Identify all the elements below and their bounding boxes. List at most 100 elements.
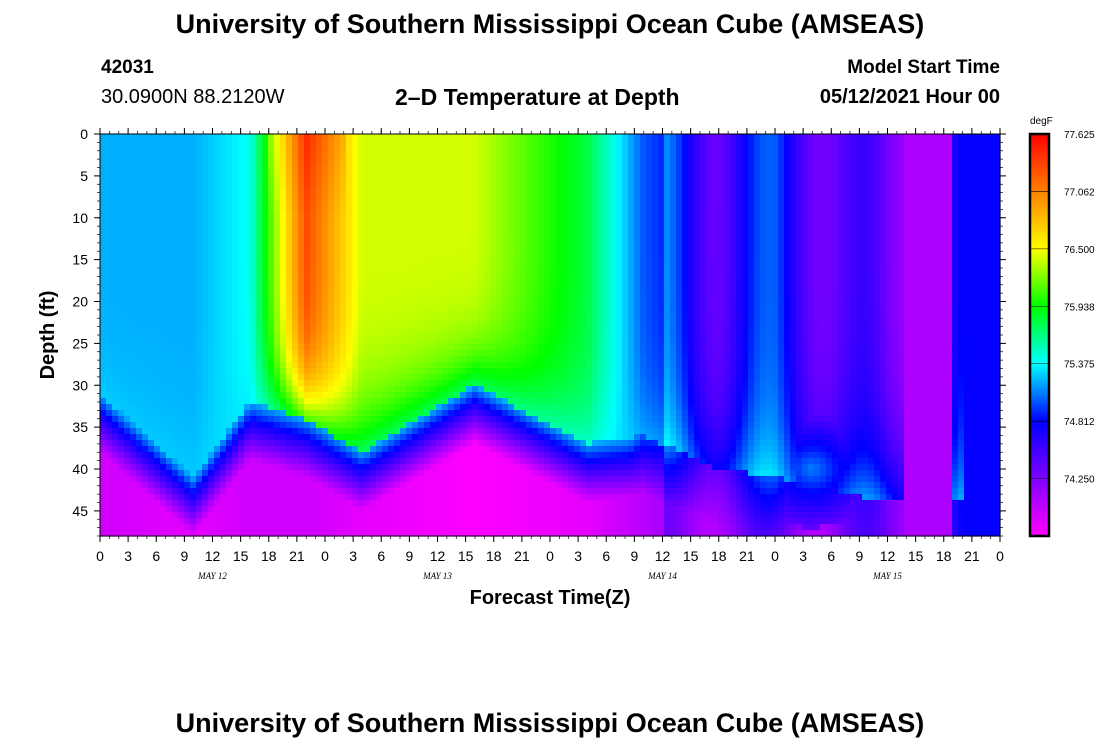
heatmap-cell xyxy=(322,254,329,261)
heatmap-cell xyxy=(430,506,437,513)
heatmap-cell xyxy=(184,188,191,195)
heatmap-cell xyxy=(496,170,503,177)
heatmap-cell xyxy=(418,332,425,339)
heatmap-cell xyxy=(502,410,509,417)
heatmap-cell xyxy=(142,326,149,333)
heatmap-cell xyxy=(232,158,239,165)
heatmap-cell xyxy=(430,176,437,183)
heatmap-cell xyxy=(280,374,287,381)
heatmap-cell xyxy=(412,356,419,363)
heatmap-cell xyxy=(406,374,413,381)
heatmap-cell xyxy=(214,194,221,201)
heatmap-cell xyxy=(454,212,461,219)
heatmap-cell xyxy=(112,470,119,477)
heatmap-cell xyxy=(208,296,215,303)
heatmap-cell xyxy=(292,410,299,417)
heatmap-cell xyxy=(250,206,257,213)
heatmap-cell xyxy=(316,320,323,327)
heatmap-cell xyxy=(250,338,257,345)
heatmap-cell xyxy=(268,332,275,339)
heatmap-cell xyxy=(514,374,521,381)
heatmap-cell xyxy=(418,326,425,333)
heatmap-cell xyxy=(124,272,131,279)
heatmap-cell xyxy=(436,470,443,477)
heatmap-cell xyxy=(292,218,299,225)
heatmap-cell xyxy=(232,386,239,393)
heatmap-cell xyxy=(472,308,479,315)
heatmap-cell xyxy=(136,332,143,339)
heatmap-cell xyxy=(436,344,443,351)
heatmap-cell xyxy=(106,530,113,537)
heatmap-cell xyxy=(448,278,455,285)
heatmap-cell xyxy=(172,362,179,369)
heatmap-cell xyxy=(370,452,377,459)
heatmap-cell xyxy=(106,272,113,279)
heatmap-cell xyxy=(316,254,323,261)
heatmap-cell xyxy=(364,242,371,249)
heatmap-cell xyxy=(382,428,389,435)
heatmap-cell xyxy=(520,446,527,453)
heatmap-cell xyxy=(220,230,227,237)
heatmap-cell xyxy=(484,266,491,273)
heatmap-cell xyxy=(100,464,107,471)
heatmap-cell xyxy=(250,518,257,525)
heatmap-cell xyxy=(328,320,335,327)
heatmap-cell xyxy=(394,170,401,177)
heatmap-cell xyxy=(214,434,221,441)
heatmap-cell xyxy=(232,464,239,471)
heatmap-cell xyxy=(208,224,215,231)
heatmap-cell xyxy=(346,296,353,303)
heatmap-cell xyxy=(310,242,317,249)
heatmap-cell xyxy=(238,320,245,327)
heatmap-cell xyxy=(208,140,215,147)
heatmap-cell xyxy=(448,404,455,411)
heatmap-cell xyxy=(148,500,155,507)
heatmap-cell xyxy=(238,134,245,141)
heatmap-cell xyxy=(406,518,413,525)
heatmap-cell xyxy=(484,368,491,375)
heatmap-cell xyxy=(244,500,251,507)
heatmap-cell xyxy=(136,296,143,303)
heatmap-cell xyxy=(316,410,323,417)
heatmap-cell xyxy=(310,170,317,177)
heatmap-cell xyxy=(430,500,437,507)
heatmap-cell xyxy=(190,506,197,513)
heatmap-cell xyxy=(136,356,143,363)
heatmap-cell xyxy=(274,476,281,483)
heatmap-cell xyxy=(238,446,245,453)
heatmap-cell xyxy=(406,350,413,357)
heatmap-cell xyxy=(340,224,347,231)
heatmap-cell xyxy=(334,302,341,309)
heatmap-cell xyxy=(496,182,503,189)
heatmap-cell xyxy=(256,164,263,171)
heatmap-cell xyxy=(466,362,473,369)
heatmap-cell xyxy=(388,482,395,489)
heatmap-cell xyxy=(448,176,455,183)
heatmap-cell xyxy=(346,488,353,495)
heatmap-cell xyxy=(376,152,383,159)
heatmap-cell xyxy=(466,266,473,273)
heatmap-cell xyxy=(478,410,485,417)
heatmap-cell xyxy=(544,230,551,237)
heatmap-cell xyxy=(370,494,377,501)
heatmap-cell xyxy=(328,206,335,213)
heatmap-cell xyxy=(184,170,191,177)
heatmap-cell xyxy=(424,176,431,183)
heatmap-cell xyxy=(358,194,365,201)
heatmap-cell xyxy=(202,494,209,501)
heatmap-cell xyxy=(364,200,371,207)
heatmap-cell xyxy=(124,380,131,387)
heatmap-cell xyxy=(208,428,215,435)
heatmap-cell xyxy=(154,512,161,519)
heatmap-cell xyxy=(196,374,203,381)
heatmap-cell xyxy=(112,194,119,201)
heatmap-cell xyxy=(352,320,359,327)
heatmap-cell xyxy=(400,224,407,231)
heatmap-cell xyxy=(292,206,299,213)
heatmap-cell xyxy=(382,356,389,363)
heatmap-cell xyxy=(220,332,227,339)
heatmap-cell xyxy=(514,470,521,477)
heatmap-cell xyxy=(124,290,131,297)
heatmap-cell xyxy=(148,248,155,255)
heatmap-cell xyxy=(406,248,413,255)
